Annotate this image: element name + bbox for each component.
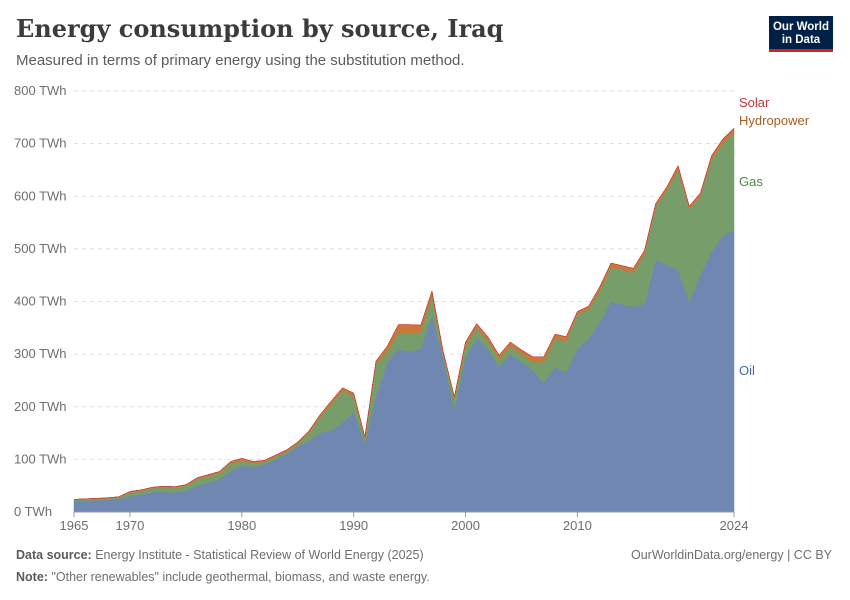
- y-tick-label: 500 TWh: [14, 241, 67, 256]
- chart-note: Note: "Other renewables" include geother…: [16, 570, 430, 584]
- y-tick-label: 400 TWh: [14, 294, 67, 309]
- y-tick-label: 0 TWh: [14, 504, 52, 519]
- y-tick-label: 200 TWh: [14, 399, 67, 414]
- logo-line-2: in Data: [781, 34, 821, 46]
- series-label-hydropower: Hydropower: [739, 113, 810, 128]
- note-label: Note:: [16, 570, 48, 584]
- y-tick-label: 100 TWh: [14, 451, 67, 466]
- credit-link[interactable]: OurWorldinData.org/energy | CC BY: [630, 548, 832, 562]
- series-label-solar: Solar: [739, 95, 770, 110]
- y-tick-label: 800 TWh: [14, 83, 67, 98]
- note-text: "Other renewables" include geothermal, b…: [51, 570, 430, 584]
- owid-logo[interactable]: Our World in Data: [769, 16, 833, 52]
- x-tick-label: 1970: [115, 518, 144, 533]
- x-tick-label: 1980: [227, 518, 256, 533]
- y-tick-label: 600 TWh: [14, 188, 67, 203]
- chart-subtitle: Measured in terms of primary energy usin…: [16, 52, 465, 69]
- y-tick-label: 300 TWh: [14, 346, 67, 361]
- area-solar: [73, 127, 735, 500]
- logo-line-1: Our World: [772, 21, 829, 33]
- x-tick-label: 1990: [339, 518, 368, 533]
- x-tick-label: 2000: [451, 518, 480, 533]
- data-source: Data source: Energy Institute - Statisti…: [16, 548, 424, 562]
- y-tick-label: 700 TWh: [14, 136, 67, 151]
- data-source-label: Data source:: [16, 548, 92, 562]
- stacked-area-chart[interactable]: 0 TWh 100 TWh 200 TWh 300 TWh 400 TWh 500 TWh…: [0, 0, 850, 540]
- chart-title: Energy consumption by source, Iraq: [16, 14, 504, 43]
- series-label-gas: Gas: [739, 174, 763, 189]
- series-label-oil: Oil: [739, 363, 755, 378]
- x-tick-label: 2024: [720, 518, 749, 533]
- x-tick-label: 1965: [60, 518, 89, 533]
- x-tick-label: 2010: [563, 518, 592, 533]
- data-source-link[interactable]: Energy Institute - Statistical Review of…: [95, 548, 424, 562]
